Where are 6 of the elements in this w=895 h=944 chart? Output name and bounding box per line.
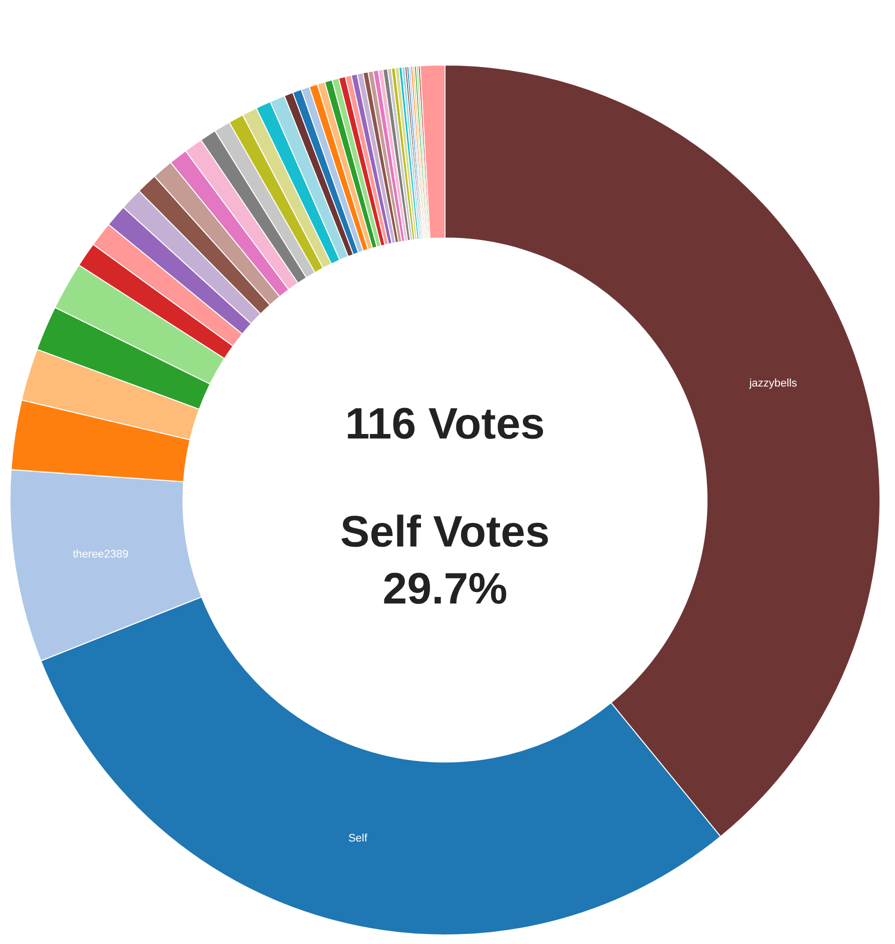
text: 116 Votes (345, 399, 545, 448)
text: Self Votes (340, 507, 550, 556)
slice-label: theree2389 (72, 548, 128, 560)
text: 29.7% (382, 564, 508, 614)
slice-label: Self (348, 832, 368, 844)
slice-label: jazzybells (748, 378, 798, 390)
